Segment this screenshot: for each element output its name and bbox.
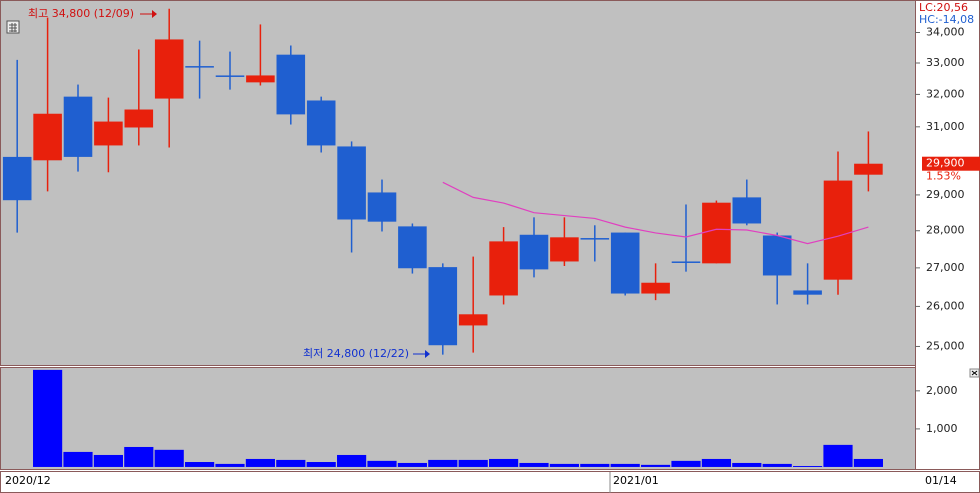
current-price-box bbox=[922, 156, 980, 171]
volume-bar bbox=[762, 463, 792, 467]
volume-bar bbox=[185, 462, 215, 467]
volume-bar bbox=[93, 454, 123, 467]
volume-bar bbox=[641, 464, 671, 467]
candle-body bbox=[428, 267, 458, 346]
volume-bar bbox=[124, 446, 154, 467]
low-annotation: 최저 24,800 (12/22) bbox=[303, 347, 409, 360]
candle-body bbox=[671, 261, 701, 263]
high-arrow bbox=[140, 10, 157, 18]
date-label: 01/14 bbox=[925, 474, 957, 487]
volume-bar bbox=[580, 463, 610, 467]
x-tick-label: 2021/01 bbox=[613, 474, 659, 487]
y-tick-label: 25,000 bbox=[926, 339, 965, 352]
y-tick-label: 31,000 bbox=[926, 120, 965, 133]
price-panel bbox=[0, 0, 916, 366]
y-tick-label: 27,000 bbox=[926, 261, 965, 274]
candle-body bbox=[185, 66, 214, 68]
close-icon[interactable] bbox=[969, 368, 980, 378]
candle-body bbox=[610, 232, 640, 294]
candle-body bbox=[276, 54, 306, 115]
y-tick-label: 28,000 bbox=[926, 224, 965, 237]
candle-body bbox=[550, 237, 579, 262]
volume-bar bbox=[732, 462, 762, 467]
volume-bar bbox=[549, 463, 579, 467]
volume-bar bbox=[853, 458, 883, 467]
candle-body bbox=[94, 121, 123, 146]
volume-bar bbox=[701, 458, 731, 467]
volume-bar bbox=[154, 449, 184, 467]
candle-body bbox=[489, 241, 518, 296]
candle-body bbox=[519, 234, 549, 270]
candle-body bbox=[2, 156, 32, 201]
candle-body bbox=[246, 75, 275, 83]
moving-average bbox=[442, 181, 869, 245]
volume-bar bbox=[428, 459, 458, 467]
candle-body bbox=[732, 197, 762, 224]
lc-label: LC:20,56 bbox=[919, 1, 968, 14]
volume-bar bbox=[245, 458, 275, 467]
candle-body bbox=[641, 282, 670, 294]
high-annotation: 최고 34,800 (12/09) bbox=[28, 7, 134, 20]
candle-body bbox=[367, 192, 397, 222]
candle-body bbox=[215, 75, 245, 77]
candle-body bbox=[124, 109, 154, 128]
candle-body bbox=[63, 96, 93, 157]
candle-body bbox=[33, 113, 62, 161]
volume-bar bbox=[33, 369, 63, 467]
candle-body bbox=[398, 226, 427, 269]
candle-body bbox=[854, 163, 883, 175]
volume-bar bbox=[215, 463, 245, 467]
x-tick-label: 2020/12 bbox=[5, 474, 51, 487]
hc-label: HC:-14,08 bbox=[919, 13, 974, 26]
volume-bar bbox=[337, 454, 367, 467]
volume-bar bbox=[458, 459, 488, 467]
candle-body bbox=[823, 180, 853, 280]
candle-body bbox=[580, 238, 610, 240]
candle-body bbox=[762, 235, 792, 276]
volume-bar bbox=[671, 460, 701, 467]
volume-bar bbox=[276, 459, 306, 467]
volume-bar bbox=[489, 458, 519, 467]
y-tick-label: 32,000 bbox=[926, 87, 965, 100]
menu-icon[interactable] bbox=[6, 20, 20, 34]
volume-bar bbox=[793, 466, 823, 467]
candle-body bbox=[337, 146, 366, 220]
change-label: 1.53% bbox=[926, 170, 961, 183]
current-price-label: 29,900 bbox=[926, 157, 965, 170]
candle-body bbox=[154, 39, 184, 99]
volume-bar bbox=[397, 462, 427, 467]
volume-bar bbox=[823, 444, 853, 467]
volume-bar bbox=[63, 451, 93, 467]
low-arrow bbox=[413, 350, 430, 358]
y-tick-label: 33,000 bbox=[926, 56, 965, 69]
volume-bar bbox=[367, 460, 397, 467]
date-bar bbox=[0, 471, 980, 493]
volume-bar bbox=[306, 462, 336, 467]
candle-body bbox=[458, 314, 488, 326]
candle-body bbox=[793, 290, 822, 295]
volume-bar bbox=[519, 462, 549, 467]
candle-body bbox=[306, 100, 336, 146]
y-tick-label: 26,000 bbox=[926, 299, 965, 312]
volume-tick-label: 2,000 bbox=[926, 384, 958, 397]
volume-bar bbox=[610, 463, 640, 467]
y-tick-label: 34,000 bbox=[926, 26, 965, 39]
y-tick-label: 29,000 bbox=[926, 188, 965, 201]
candle-body bbox=[702, 202, 731, 264]
volume-tick-label: 1,000 bbox=[926, 422, 958, 435]
